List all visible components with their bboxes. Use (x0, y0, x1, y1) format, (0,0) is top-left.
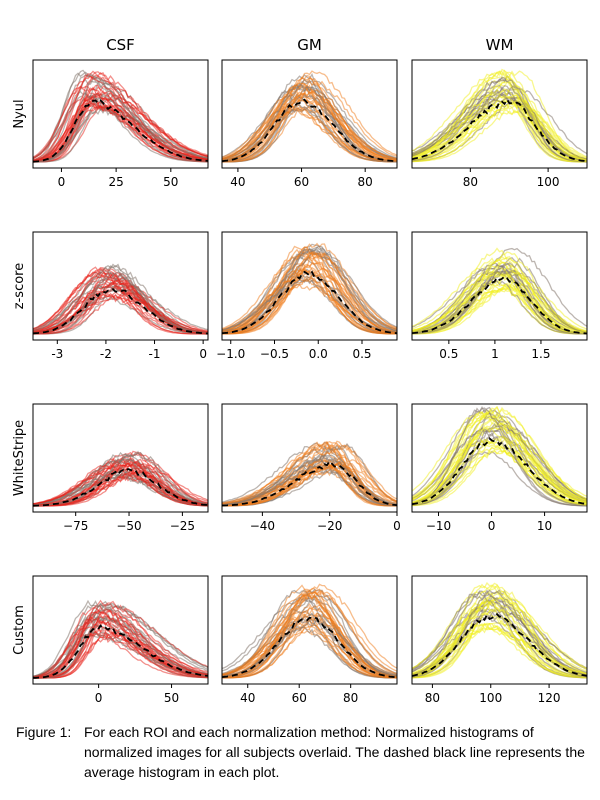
histogram-curves (412, 247, 587, 335)
panel-custom-csf: 0 50 (32, 575, 209, 705)
x-tick-label: −50 (116, 519, 141, 533)
column-title-wm: WM (486, 36, 514, 54)
x-tick-label: 60 (294, 175, 309, 189)
panel-custom-wm: 80 100 120 (411, 575, 588, 705)
axes-frame (221, 575, 398, 685)
x-tick-label: 0.5 (439, 347, 458, 361)
axes-frame (32, 59, 209, 169)
panel-whitestripe-csf: −75 −50 −25 (32, 403, 209, 533)
row-title-nyul: Nyul (12, 99, 27, 128)
x-tick-label: 50 (163, 175, 178, 189)
x-tick-label: 25 (108, 175, 123, 189)
column-title-gm: GM (297, 36, 322, 54)
caption-text: For each ROI and each normalization meth… (84, 724, 585, 780)
x-tick-label: 80 (463, 175, 478, 189)
x-tick-label: 50 (164, 691, 179, 705)
x-tick-label: 80 (343, 691, 358, 705)
histogram-curves (222, 242, 397, 335)
histogram-curves (412, 405, 587, 507)
row-title-custom: Custom (12, 605, 27, 655)
panel-nyul-csf: 0 25 50 (32, 59, 209, 189)
mean-histogram-line (33, 467, 208, 507)
x-tick-label: −20 (317, 519, 342, 533)
axes-frame (221, 231, 398, 341)
histogram-curves (33, 450, 208, 507)
x-tick-label: 0.0 (309, 347, 328, 361)
mean-histogram-line (412, 97, 587, 163)
panel-whitestripe-gm: −40 −20 0 (221, 403, 401, 533)
x-tick-label: −10 (426, 519, 451, 533)
mean-histogram-line (222, 616, 397, 679)
x-tick-label: 1 (491, 347, 499, 361)
x-tick-label: 120 (538, 691, 561, 705)
row-title-whitestripe: WhiteStripe (12, 420, 27, 496)
x-tick-label: 0 (95, 691, 103, 705)
axes-frame (411, 59, 588, 169)
histogram-curves (33, 263, 208, 335)
x-tick-label: 0.5 (352, 347, 371, 361)
x-tick-label: 0 (488, 519, 496, 533)
mean-histogram-line (222, 98, 397, 163)
mean-histogram-line (412, 437, 587, 506)
caption-label: Figure 1: (16, 724, 72, 740)
x-tick-label: 40 (240, 691, 255, 705)
panel-nyul-gm: 40 60 80 (221, 59, 398, 189)
axes-frame (32, 231, 209, 341)
x-tick-label: -2 (100, 347, 112, 361)
x-tick-label: -1 (149, 347, 161, 361)
x-tick-label: 80 (425, 691, 440, 705)
mean-histogram-line (33, 624, 208, 679)
figure-caption: Figure 1: For each ROI and each normaliz… (16, 722, 586, 782)
mean-histogram-line (222, 459, 397, 507)
x-tick-label: -3 (51, 347, 63, 361)
axes-frame (411, 575, 588, 685)
panel-zscore-wm: 0.5 1 1.5 (411, 231, 588, 361)
mean-histogram-line (412, 613, 587, 677)
axes-frame (221, 59, 398, 169)
x-tick-label: −75 (63, 519, 88, 533)
histogram-curves (222, 583, 397, 679)
x-tick-label: −40 (250, 519, 275, 533)
x-tick-label: 0 (58, 175, 66, 189)
x-tick-label: 100 (537, 175, 560, 189)
x-tick-label: 100 (479, 691, 502, 705)
histogram-curves (222, 70, 397, 163)
histogram-curves (412, 68, 587, 163)
column-title-csf: CSF (106, 36, 135, 54)
x-tick-label: −25 (170, 519, 195, 533)
axes-frame (411, 231, 588, 341)
x-tick-label: −1.0 (216, 347, 245, 361)
x-tick-label: 1.5 (531, 347, 550, 361)
x-tick-label: 0 (393, 519, 401, 533)
panel-whitestripe-wm: −10 0 10 (411, 403, 588, 533)
x-tick-label: 60 (292, 691, 307, 705)
mean-histogram-line (412, 275, 587, 335)
x-tick-label: 80 (358, 175, 373, 189)
histogram-curves (222, 440, 397, 507)
x-tick-label: 10 (537, 519, 552, 533)
panel-zscore-gm: −1.0 −0.5 0.0 0.5 (216, 231, 398, 361)
axes-frame (411, 403, 588, 513)
axes-frame (32, 403, 209, 513)
mean-histogram-line (33, 288, 208, 335)
x-tick-label: −0.5 (260, 347, 289, 361)
mean-histogram-line (33, 99, 208, 163)
histogram-curves (33, 599, 208, 679)
x-tick-label: 0 (199, 347, 207, 361)
panel-nyul-wm: 80 100 (411, 59, 588, 189)
row-title-zscore: z-score (12, 263, 27, 309)
axes-frame (221, 403, 398, 513)
mean-histogram-line (222, 270, 397, 335)
histogram-curves (412, 581, 587, 679)
x-tick-label: 40 (230, 175, 245, 189)
panel-custom-gm: 40 60 80 (221, 575, 398, 705)
panel-zscore-csf: -3 -2 -1 0 (32, 231, 209, 361)
axes-frame (32, 575, 209, 685)
figure-grid: CSF GM WM Nyul z-score WhiteStripe Custom 0 25 50… (12, 36, 588, 705)
histogram-curves (33, 69, 208, 163)
